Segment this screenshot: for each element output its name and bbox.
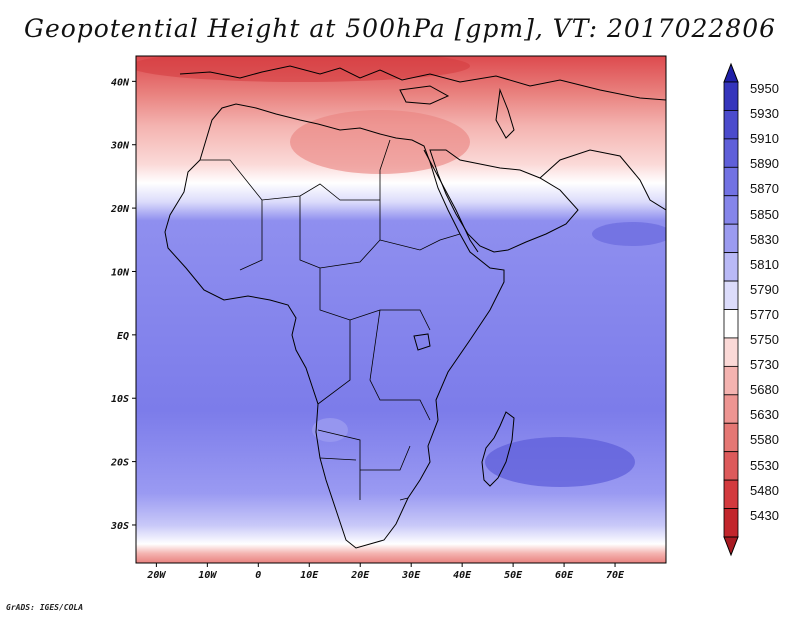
- colorbar-swatch: [723, 223, 739, 254]
- lon-tick-label: 60E: [555, 570, 574, 581]
- colorbar-level-label: 5770: [750, 306, 779, 322]
- colorbar-top-arrow: [723, 62, 739, 83]
- lat-tick-label: 20S: [110, 458, 129, 469]
- colorbar-level-label: 5630: [750, 407, 779, 423]
- lon-tick-label: 10E: [300, 570, 319, 581]
- colorbar-swatch: [723, 195, 739, 225]
- colorbar-level-label: 5850: [750, 206, 779, 222]
- plot-frame: [135, 55, 667, 564]
- low-height-blob-mediterranean: [290, 110, 470, 174]
- colorbar-swatch: [723, 110, 739, 140]
- colorbar-swatch: [723, 280, 739, 310]
- map-title: Geopotential Height at 500hPa [gpm], VT:…: [23, 14, 777, 43]
- colorbar-swatch: [723, 138, 739, 168]
- high-height-blob-arabian-sea: [592, 222, 666, 246]
- high-height-blob-west-indian-ocean: [485, 437, 635, 487]
- lon-tick-label: 20E: [350, 570, 370, 581]
- black-sea-coast: [399, 85, 450, 105]
- country-borders: [200, 139, 461, 501]
- colorbar-swatch: [723, 166, 739, 197]
- latitude-ticks: 40N 30N 20N 10N EQ 10S 20S 30S: [110, 77, 136, 532]
- colorbar-level-label: 5530: [750, 457, 779, 473]
- colorbar-swatch: [723, 81, 739, 111]
- lon-tick-label: 50E: [504, 570, 523, 581]
- lat-tick-label: 40N: [111, 77, 130, 88]
- asia-coastline: [539, 149, 666, 211]
- colorbar-bottom-arrow: [723, 536, 739, 557]
- colorbar-swatch: [723, 337, 739, 367]
- colorbar-level-label: 5930: [750, 106, 779, 122]
- colorbar-level-label: 5430: [750, 507, 779, 523]
- colorbar-level-label: 5890: [750, 156, 779, 172]
- colorbar: [723, 62, 739, 557]
- geopotential-field: [136, 56, 666, 563]
- colorbar-swatch: [723, 252, 739, 282]
- low-height-blob-north: [136, 56, 470, 82]
- credit-text: GrADS: IGES/COLA: [6, 603, 84, 612]
- lon-tick-label: 0: [255, 570, 261, 581]
- map-boundaries: [164, 65, 666, 549]
- colorbar-level-label: 5680: [750, 382, 779, 398]
- longitude-ticks: 20W 10W 0 10E 20E 30E 40E 50E 60E 70E: [146, 563, 625, 581]
- africa-coastline: [164, 103, 505, 549]
- colorbar-level-label: 5950: [750, 81, 779, 96]
- colorbar-level-label: 5480: [750, 482, 779, 498]
- colorbar-swatch: [723, 365, 739, 396]
- lon-tick-label: 30E: [401, 570, 421, 581]
- field-pocket-southern-africa: [312, 418, 348, 442]
- europe-coastline: [179, 65, 666, 101]
- caspian-sea-coast: [495, 88, 515, 139]
- lon-tick-label: 70E: [606, 570, 625, 581]
- lat-tick-label: 30S: [110, 521, 129, 532]
- colorbar-swatch: [723, 451, 739, 481]
- arabian-peninsula-coastline: [429, 149, 579, 253]
- colorbar-level-label: 5580: [750, 432, 779, 448]
- lat-tick-label: 30N: [110, 141, 130, 152]
- colorbar-swatch: [723, 422, 739, 453]
- colorbar-level-label: 5730: [750, 357, 779, 373]
- lon-tick-label: 40E: [453, 570, 472, 581]
- lat-tick-label: 20N: [110, 204, 130, 215]
- colorbar-level-label: 5870: [750, 181, 779, 197]
- colorbar-level-label: 5750: [750, 332, 779, 347]
- lon-tick-label: 20W: [146, 570, 166, 581]
- colorbar-level-label: 5810: [750, 256, 779, 272]
- lon-tick-label: 10W: [198, 570, 217, 581]
- colorbar-swatch: [723, 479, 739, 509]
- lake-victoria: [413, 333, 431, 351]
- colorbar-level-label: 5910: [750, 131, 779, 147]
- lat-tick-label: 10N: [111, 267, 130, 278]
- colorbar-swatch: [723, 309, 739, 339]
- colorbar-level-label: 5790: [750, 281, 779, 297]
- colorbar-swatch: [723, 394, 739, 424]
- red-sea-coast: [423, 149, 479, 253]
- lat-tick-label: EQ: [117, 331, 129, 342]
- colorbar-level-label: 5830: [750, 231, 779, 247]
- colorbar-swatch: [723, 508, 739, 538]
- madagascar-coastline: [481, 411, 515, 487]
- lat-tick-label: 10S: [111, 394, 129, 405]
